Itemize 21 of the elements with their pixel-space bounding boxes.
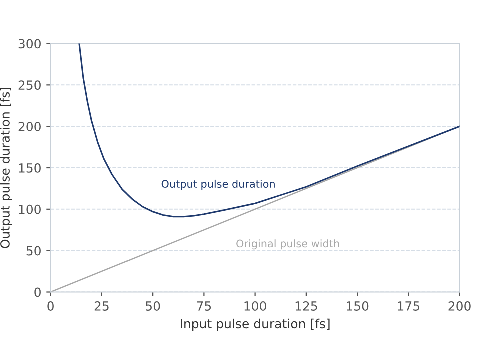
y-tick-label: 300 [18, 39, 41, 49]
y-tick-label: 50 [26, 246, 41, 256]
x-tick-label: 200 [448, 302, 471, 311]
line-series [78, 44, 460, 218]
x-tick-label: 50 [146, 302, 160, 311]
y-axis-title: Output pulse duration [fs] [0, 88, 12, 248]
x-tick-label: 25 [94, 302, 109, 311]
y-tick-label: 150 [19, 163, 41, 173]
series-label: Output pulse duration [162, 180, 275, 190]
x-axis-title: Input pulse duration [fs] [180, 318, 330, 332]
y-tick-label: 250 [18, 80, 41, 90]
x-tick-label: 0 [48, 302, 54, 311]
y-tick-label: 0 [34, 288, 41, 298]
y-tick-label: 100 [19, 204, 41, 214]
x-tick-label: 100 [244, 302, 266, 311]
x-tick-label: 175 [398, 302, 420, 311]
text: Original pulse width [236, 240, 340, 250]
x-tick-label: 150 [347, 302, 369, 311]
y-tick-label: 200 [18, 122, 41, 132]
x-tick-label: 125 [296, 302, 318, 311]
x-tick-label: 75 [197, 302, 212, 311]
